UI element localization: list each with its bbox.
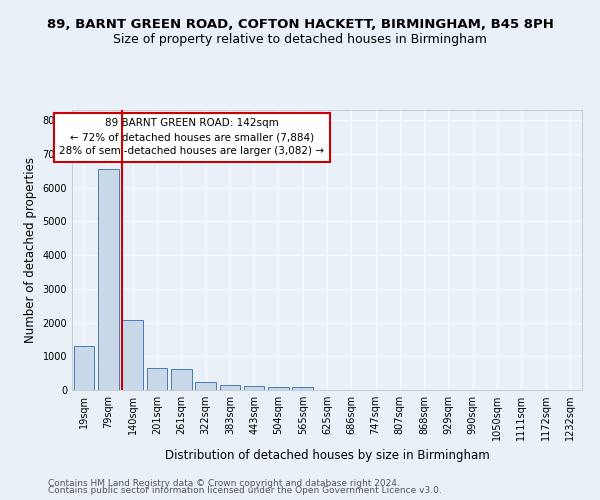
Bar xyxy=(98,169,119,390)
Y-axis label: Number of detached properties: Number of detached properties xyxy=(24,157,37,343)
Bar xyxy=(268,388,289,390)
Bar xyxy=(122,320,143,390)
Text: Contains public sector information licensed under the Open Government Licence v3: Contains public sector information licen… xyxy=(48,486,442,495)
X-axis label: Distribution of detached houses by size in Birmingham: Distribution of detached houses by size … xyxy=(164,448,490,462)
Text: 89, BARNT GREEN ROAD, COFTON HACKETT, BIRMINGHAM, B45 8PH: 89, BARNT GREEN ROAD, COFTON HACKETT, BI… xyxy=(47,18,553,30)
Text: 89 BARNT GREEN ROAD: 142sqm
← 72% of detached houses are smaller (7,884)
28% of : 89 BARNT GREEN ROAD: 142sqm ← 72% of det… xyxy=(59,118,325,156)
Bar xyxy=(146,368,167,390)
Bar xyxy=(292,388,313,390)
Bar xyxy=(195,382,216,390)
Bar xyxy=(171,369,191,390)
Bar xyxy=(220,385,240,390)
Bar xyxy=(244,386,265,390)
Text: Contains HM Land Registry data © Crown copyright and database right 2024.: Contains HM Land Registry data © Crown c… xyxy=(48,478,400,488)
Bar xyxy=(74,346,94,390)
Text: Size of property relative to detached houses in Birmingham: Size of property relative to detached ho… xyxy=(113,32,487,46)
